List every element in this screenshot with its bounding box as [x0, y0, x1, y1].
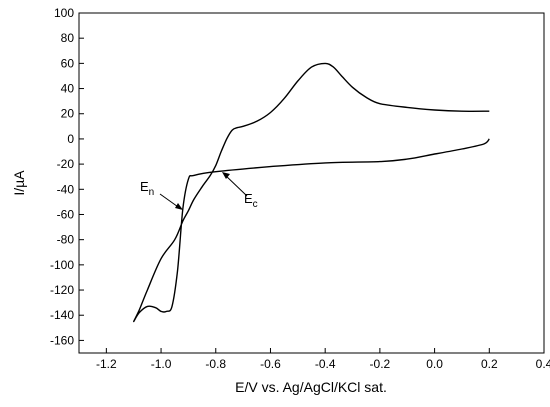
annotations: En Ec — [140, 172, 258, 210]
y-tick-label: 20 — [61, 107, 75, 121]
y-tick-label: -20 — [57, 157, 75, 171]
y-tick-label: 100 — [54, 6, 74, 20]
x-axis-tick-labels: -1.2 -1.0 -0.8 -0.6 -0.4 -0.2 0.0 0.2 0.4 — [96, 357, 550, 371]
x-tick-label: -0.6 — [260, 357, 281, 371]
x-tick-label: 0.2 — [481, 357, 498, 371]
x-tick-label: -1.2 — [96, 357, 117, 371]
y-tick-label: -100 — [50, 258, 74, 272]
ec-label: Ec — [244, 191, 258, 210]
y-tick-label: 60 — [61, 56, 75, 70]
x-tick-label: 0.0 — [426, 357, 443, 371]
x-tick-label: -0.8 — [205, 357, 226, 371]
y-axis-title: I/µA — [11, 170, 27, 196]
y-tick-label: 40 — [61, 82, 75, 96]
plot-frame — [78, 12, 545, 354]
en-label: En — [140, 179, 154, 198]
x-tick-label: -0.2 — [370, 357, 391, 371]
cv-curve — [132, 62, 490, 323]
ec-arrow-head — [222, 172, 230, 179]
y-tick-label: -160 — [50, 333, 74, 347]
y-axis-ticks — [79, 12, 84, 341]
x-axis-title: E/V vs. Ag/AgCl/KCl sat. — [235, 379, 387, 395]
x-axis-ticks — [105, 348, 545, 353]
x-tick-label: -1.0 — [151, 357, 172, 371]
y-tick-label: 0 — [67, 132, 74, 146]
y-tick-label: 80 — [61, 31, 75, 45]
en-arrow-head — [175, 203, 183, 210]
y-tick-label: -140 — [50, 308, 74, 322]
y-tick-label: -120 — [50, 283, 74, 297]
x-tick-label: -0.4 — [315, 357, 336, 371]
y-tick-label: -40 — [57, 182, 75, 196]
ec-arrow-line — [223, 173, 248, 197]
y-tick-label: -80 — [57, 233, 75, 247]
x-tick-label: 0.4 — [536, 357, 550, 371]
y-axis-tick-labels: -160 -140 -120 -100 -80 -60 -40 -20 0 20 40 60 80 100 — [50, 6, 74, 347]
y-tick-label: -60 — [57, 207, 75, 221]
